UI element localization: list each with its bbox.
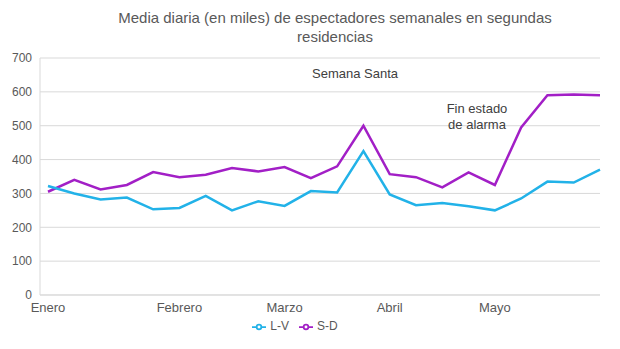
- svg-text:0: 0: [25, 288, 32, 302]
- svg-text:200: 200: [12, 221, 32, 235]
- svg-text:500: 500: [12, 119, 32, 133]
- html-text:Media diaria (en miles) de esp: Media diaria (en miles) de espectadores …: [118, 9, 552, 45]
- svg-text:300: 300: [12, 187, 32, 201]
- svg-text:600: 600: [12, 85, 32, 99]
- svg-text:Mayo: Mayo: [479, 300, 511, 315]
- html-text:S-D: S-D: [317, 319, 338, 333]
- svg-text:700: 700: [12, 51, 32, 65]
- svg-text:Abril: Abril: [377, 300, 403, 315]
- svg-text:Enero: Enero: [31, 300, 66, 315]
- html-text:L-V: L-V: [270, 319, 289, 333]
- html-text:Fin estado: Fin estado: [446, 101, 508, 116]
- html-text:Semana Santa: Semana Santa: [312, 66, 398, 81]
- html-text:de alarma: de alarma: [448, 117, 506, 132]
- svg-text:400: 400: [12, 153, 32, 167]
- svg-text:Febrero: Febrero: [157, 300, 203, 315]
- svg-text:Marzo: Marzo: [267, 300, 303, 315]
- svg-text:100: 100: [12, 254, 32, 268]
